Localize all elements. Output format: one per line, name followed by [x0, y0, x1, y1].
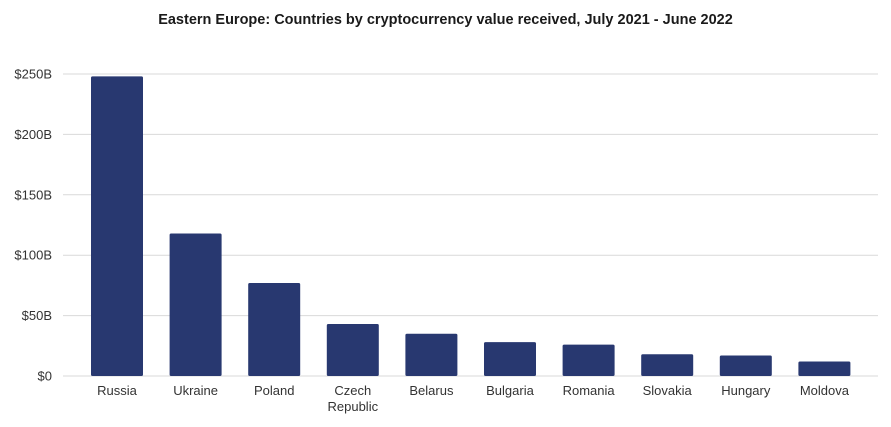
x-tick-label: Czech Republic	[328, 383, 379, 414]
x-tick-label: Romania	[563, 383, 616, 398]
x-tick-label: Hungary	[721, 383, 771, 398]
bar	[91, 76, 143, 376]
bar	[641, 354, 694, 376]
bar	[484, 342, 536, 376]
chart-title: Eastern Europe: Countries by cryptocurre…	[158, 12, 733, 28]
y-tick-label: $250B	[14, 67, 52, 82]
x-tick-label: Bulgaria	[486, 383, 534, 398]
bar	[405, 333, 458, 376]
x-tick-label: Ukraine	[173, 383, 218, 398]
bar	[798, 361, 851, 376]
bars	[91, 76, 851, 376]
bar	[326, 324, 379, 376]
x-tick-label: Moldova	[800, 383, 850, 398]
y-tick-label: $200B	[14, 127, 52, 142]
x-axis-tick-labels: Russia Ukraine Poland Czech Republic Belarus B…	[97, 383, 850, 414]
y-tick-label: $50B	[22, 308, 52, 323]
bar	[169, 233, 222, 376]
x-tick-label: Poland	[254, 383, 294, 398]
x-tick-label: Belarus	[409, 383, 454, 398]
bar	[562, 344, 615, 376]
bar	[248, 282, 301, 376]
bar	[719, 355, 772, 376]
y-tick-label: $0	[38, 369, 52, 384]
x-tick-label: Russia	[97, 383, 138, 398]
x-tick-label: Slovakia	[643, 383, 693, 398]
y-tick-label: $150B	[14, 187, 52, 202]
y-tick-label: $100B	[14, 248, 52, 263]
y-axis-tick-labels: $0 $50B $100B $150B $200B $250B	[14, 67, 52, 384]
